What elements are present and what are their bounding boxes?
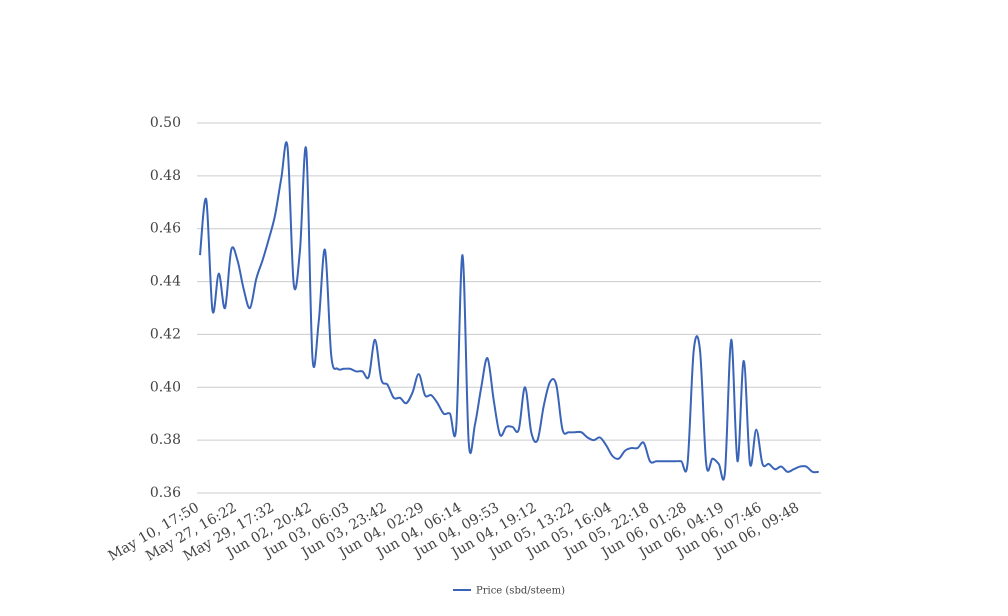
y-tick-label: 0.44 <box>150 274 181 290</box>
y-tick-label: 0.36 <box>150 485 181 501</box>
y-tick-label: 0.38 <box>150 432 181 448</box>
y-tick-label: 0.40 <box>150 379 181 395</box>
y-tick-label: 0.50 <box>150 115 181 131</box>
legend-label: Price (sbd/steem) <box>476 586 565 597</box>
y-tick-label: 0.48 <box>150 168 181 184</box>
price-line <box>199 141 819 481</box>
y-tick-label: 0.46 <box>150 221 181 237</box>
y-tick-label: 0.42 <box>150 326 181 342</box>
